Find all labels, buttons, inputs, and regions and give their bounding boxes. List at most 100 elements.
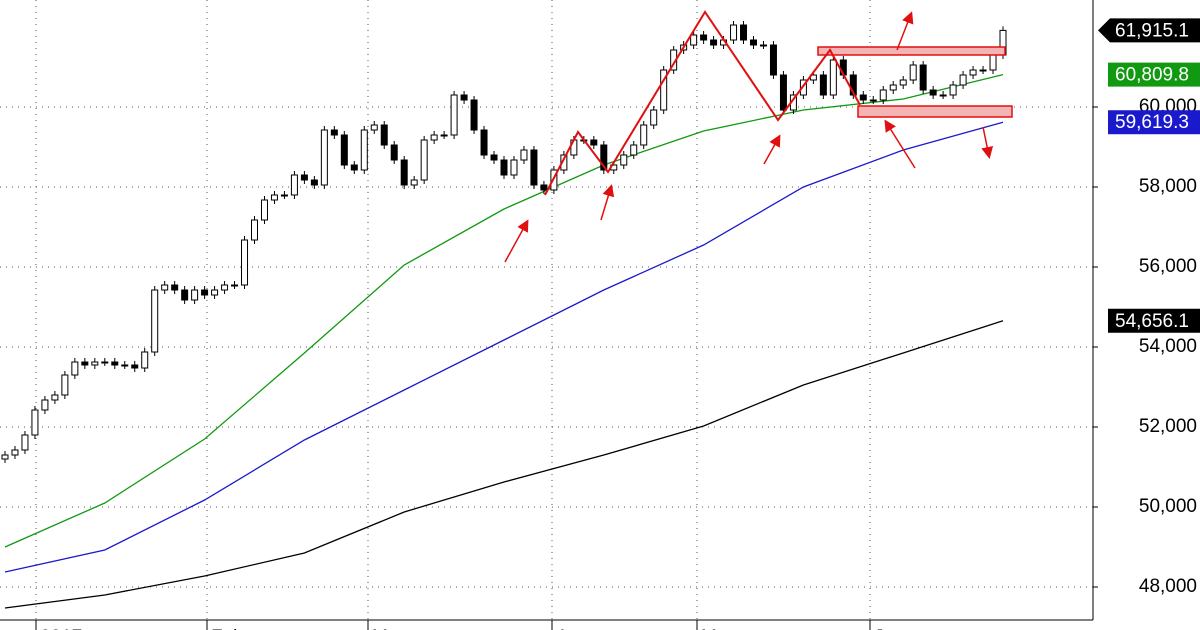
price-tag-label: 61,915.1: [1115, 20, 1189, 41]
candle-body: [380, 124, 388, 146]
candle-body: [520, 149, 528, 161]
price-tag-label: 60,809.8: [1115, 65, 1189, 86]
candle-body: [171, 284, 179, 291]
candle-body: [640, 124, 648, 146]
candle-body: [191, 289, 199, 301]
zigzag: [544, 10, 861, 196]
moving-average-line: [4, 73, 1004, 548]
candle-body: [330, 129, 338, 136]
moving-average-line: [4, 121, 1004, 573]
candle-body: [350, 164, 358, 171]
candle-body: [819, 74, 827, 96]
candle-body: [81, 361, 89, 366]
candle-body: [769, 44, 777, 76]
candle-body: [111, 361, 119, 366]
candle-body: [181, 289, 189, 301]
candle-body: [31, 409, 39, 436]
arrow: [763, 134, 781, 165]
candle-body: [211, 289, 219, 296]
price-tag: [1108, 110, 1200, 135]
candle-body: [251, 219, 258, 241]
candle-body: [530, 149, 538, 186]
y-tick-label: 52,000: [1139, 416, 1197, 437]
candle-body: [370, 124, 378, 131]
candle-body: [300, 174, 308, 181]
x-tick-label: Feb: [211, 627, 244, 630]
candles: [1, 21, 1007, 463]
moving-average-line: [4, 320, 1004, 609]
candle-body: [91, 361, 99, 366]
candle-body: [859, 94, 867, 101]
candle-body: [919, 64, 927, 91]
candle-body: [500, 159, 508, 176]
candle-body: [929, 89, 937, 96]
candle-body: [360, 129, 368, 171]
candle-body: [340, 134, 348, 166]
candle-body: [630, 144, 638, 156]
candle-body: [710, 39, 718, 46]
y-tick-label: 48,000: [1139, 576, 1197, 597]
candle-body: [959, 74, 967, 86]
candle-body: [141, 351, 149, 369]
axis-labels: 48,00050,00052,00054,00056,00058,00060,0…: [35, 96, 1197, 630]
candle-body: [51, 394, 59, 401]
candle-body: [1, 454, 9, 460]
candle-body: [600, 144, 608, 171]
candle-body: [650, 109, 658, 126]
candle-body: [869, 99, 877, 102]
candle-body: [750, 39, 757, 46]
candle-body: [889, 84, 897, 91]
candle-body: [510, 159, 518, 176]
candle-body: [879, 89, 887, 101]
arrow: [600, 184, 615, 221]
candle-body: [320, 129, 328, 186]
x-tick-label: Mar: [372, 627, 405, 630]
candle-body: [909, 64, 917, 81]
candle-body: [460, 94, 468, 101]
candle-body: [560, 154, 568, 171]
candle-body: [480, 129, 488, 156]
candle-body: [201, 289, 209, 296]
candle-body: [470, 99, 478, 131]
candle-body: [759, 44, 767, 47]
candle-body: [260, 199, 268, 221]
y-tick-label: 56,000: [1139, 256, 1197, 277]
candle-body: [310, 179, 318, 186]
price-tag: [1098, 18, 1200, 43]
candle-body: [540, 184, 548, 191]
resistance-box: [817, 46, 1006, 56]
candle-body: [700, 34, 708, 41]
candle-body: [61, 374, 69, 396]
candle-body: [829, 59, 837, 96]
candle-body: [410, 179, 418, 186]
x-tick-label: May: [701, 627, 737, 630]
candle-body: [939, 94, 947, 97]
candle-body: [151, 289, 159, 353]
x-tick-label: 2017: [40, 627, 82, 630]
candle-body: [270, 194, 278, 201]
candle-body: [241, 239, 249, 286]
price-tag-label: 59,619.3: [1115, 112, 1189, 133]
candle-body: [979, 69, 987, 72]
candle-body: [969, 69, 977, 76]
arrow: [884, 119, 916, 169]
candle-body: [730, 24, 738, 41]
candle-body: [21, 434, 29, 451]
candle-body: [620, 154, 628, 166]
candle-body: [660, 69, 668, 111]
y-tick-label: 58,000: [1139, 176, 1197, 197]
candle-body: [799, 79, 807, 96]
x-tick-label: Apr: [556, 627, 586, 630]
candle-body: [131, 364, 139, 369]
candle-body: [590, 139, 598, 146]
candle-body: [11, 449, 19, 456]
candle-body: [221, 284, 229, 291]
candle-body: [740, 24, 748, 41]
support-box: [857, 105, 1013, 118]
candle-body: [949, 84, 957, 96]
candle-body: [121, 364, 129, 367]
y-tick-label: 50,000: [1139, 496, 1197, 517]
candle-body: [430, 134, 438, 141]
candle-body: [849, 74, 857, 96]
